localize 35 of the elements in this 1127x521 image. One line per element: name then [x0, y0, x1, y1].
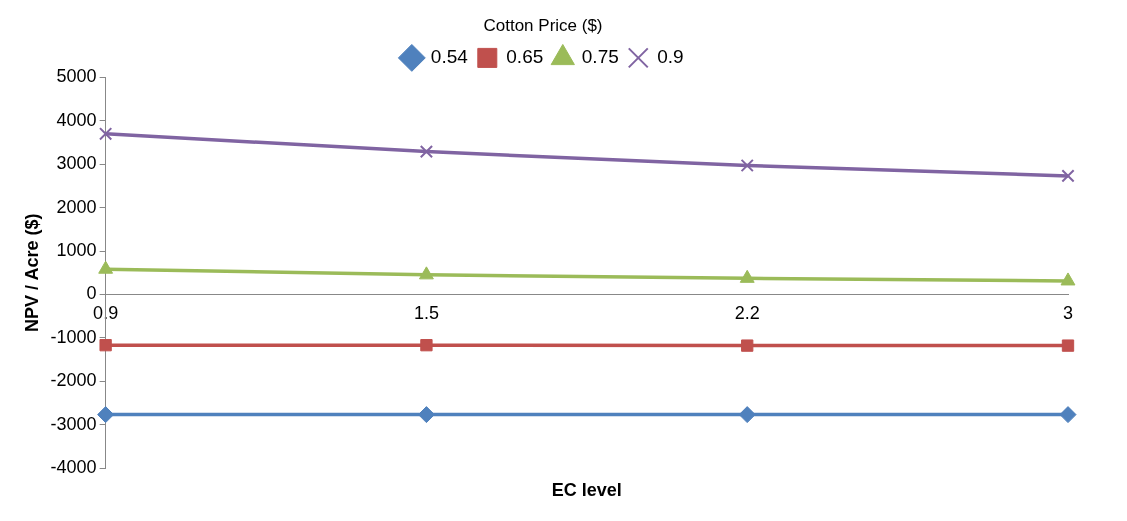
x-tick-label: 2.2 [734, 303, 760, 324]
y-tick-label: 4000 [56, 109, 97, 130]
x-tick-label: 3 [1062, 303, 1074, 324]
y-tick-label: -2000 [50, 370, 97, 391]
point [97, 406, 115, 424]
point [1061, 339, 1075, 352]
legend-label: 0.65 [506, 46, 544, 68]
point [738, 406, 756, 424]
legend-label: 0.54 [430, 46, 469, 68]
point [420, 339, 433, 352]
y-tick-label: 2000 [56, 196, 97, 217]
point [740, 158, 754, 173]
x-tick-label: 0.9 [93, 303, 119, 324]
point [1060, 272, 1076, 286]
point [417, 406, 435, 424]
legend-label: 0.9 [657, 46, 684, 68]
x-tick-label: 1.5 [413, 303, 439, 324]
point [1061, 169, 1075, 183]
y-axis-title: NPV / Acre ($) [21, 213, 42, 332]
legend-label: 0.75 [581, 46, 619, 68]
legend-title: Cotton Price ($) [483, 16, 603, 36]
y-tick-label: -4000 [50, 456, 97, 477]
y-tick-label: -1000 [50, 326, 97, 347]
point [741, 339, 754, 352]
point [1059, 406, 1077, 424]
point [419, 144, 434, 159]
point [98, 127, 113, 141]
point [419, 266, 434, 280]
y-tick-label: 1000 [56, 239, 97, 260]
y-tick-label: 3000 [56, 153, 97, 174]
y-tick-label: 5000 [56, 66, 97, 87]
x-axis-title: EC level [551, 479, 622, 500]
y-tick-label: -3000 [50, 413, 97, 434]
y-tick-label: 0 [86, 283, 97, 304]
point [99, 339, 112, 352]
